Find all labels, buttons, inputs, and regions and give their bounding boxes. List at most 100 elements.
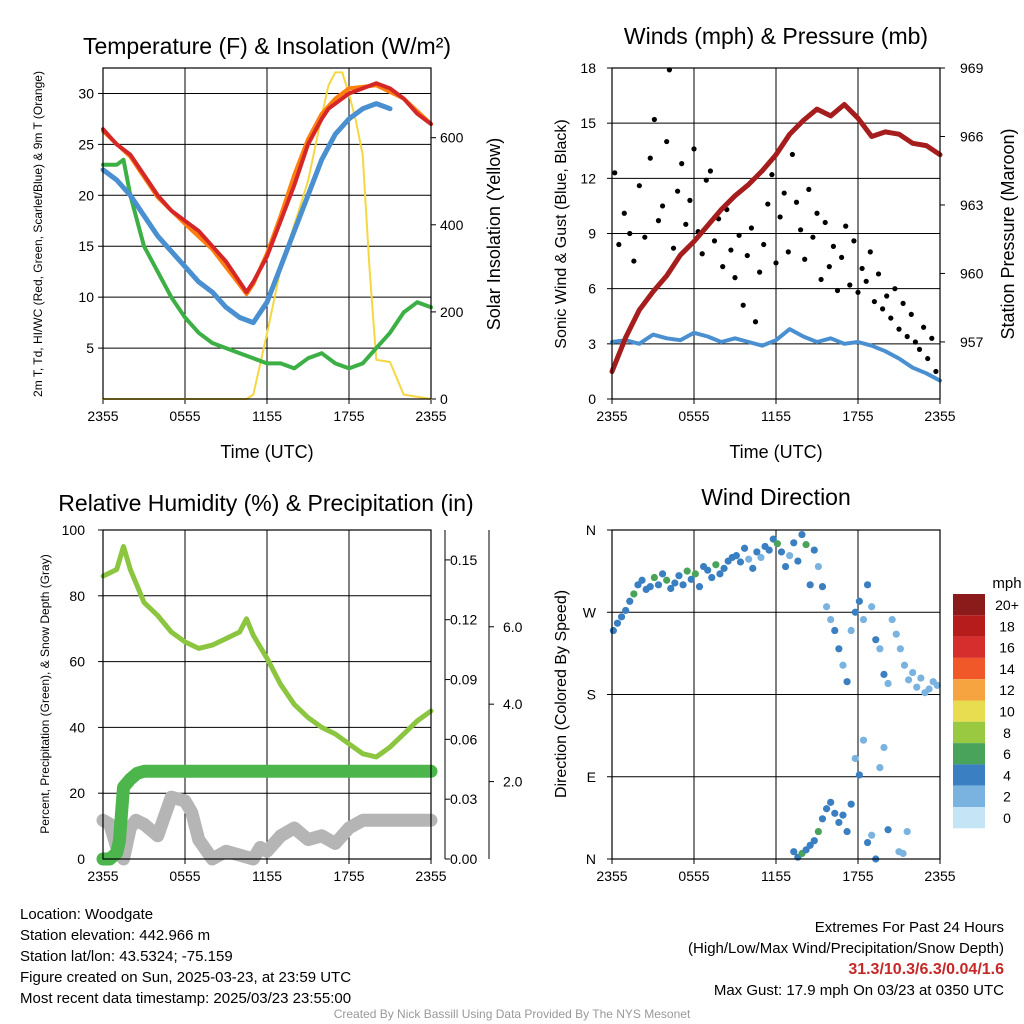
wind-gust-point <box>925 355 931 362</box>
rh-chart: Relative Humidity (%) & Precipitation (i… <box>38 490 523 884</box>
wind-ytick-label: 3 <box>588 336 596 352</box>
rh-plot-frame <box>102 529 432 860</box>
wdir-point <box>851 754 859 763</box>
temp-y2-axis-label: Solar Insolation (Yellow) <box>484 138 504 330</box>
temp-y2tick-label: 200 <box>440 304 464 320</box>
wind-gust-point <box>740 302 746 308</box>
wind-gust-point <box>843 223 849 229</box>
wdir-ytick-label: E <box>587 769 596 785</box>
wind-gust-point <box>670 245 677 251</box>
wind-y2tick-label: 966 <box>960 128 984 144</box>
created-text: Figure created on Sun, 2025-03-23, at 23… <box>20 969 352 986</box>
wind-gust-point <box>929 335 935 341</box>
rh-series-relative-humidity <box>100 544 434 760</box>
temp-y-axis-label: 2m T, Td, HI/WC (Red, Green, Scarlet/Blu… <box>31 71 45 397</box>
rh-y2tick-label: 0.03 <box>450 791 477 807</box>
wdir-point <box>868 831 876 839</box>
temp-series-td <box>101 157 433 371</box>
wdir-point <box>622 606 630 615</box>
wdir-point <box>872 636 880 644</box>
wdir-point <box>675 572 683 580</box>
wind-gust-point <box>621 210 627 216</box>
wdir-point <box>810 546 818 554</box>
temp-ytick-label: 25 <box>78 136 94 152</box>
temp-y2tick-label: 400 <box>440 217 464 233</box>
wdir-point <box>855 771 863 779</box>
wdir-point <box>663 576 671 584</box>
temp-ytick-label: 10 <box>78 289 94 305</box>
wdir-point <box>835 818 843 827</box>
wind-gust-point <box>744 252 750 259</box>
wdir-plot-frame <box>611 529 941 860</box>
wind-gust-point <box>896 326 902 332</box>
wdir-point <box>818 583 827 591</box>
wdir-point <box>913 683 921 691</box>
wdir-point <box>855 597 863 605</box>
wind-gust-point <box>664 138 670 145</box>
wdir-chart-title: Wind Direction <box>701 484 851 510</box>
extremes-title: Extremes For Past 24 Hours <box>814 919 1004 936</box>
wind-y2tick-label: 969 <box>960 60 984 76</box>
temp-xtick-label: 2355 <box>87 408 118 424</box>
extremes-subtitle: (High/Low/Max Wind/Precipitation/Snow De… <box>688 940 1004 957</box>
rh-y2tick-label: 0.06 <box>450 731 477 747</box>
wdir-point <box>646 583 654 591</box>
wdir-legend-swatch <box>953 679 985 701</box>
wind-gust-point <box>785 249 791 255</box>
wdir-point <box>863 838 872 847</box>
wdir-point <box>839 661 847 669</box>
temp-ytick-label: 5 <box>86 340 94 356</box>
wind-gust-point <box>720 264 726 270</box>
credit-text: Created By Nick Bassill Using Data Provi… <box>333 1007 691 1021</box>
wind-gust-point <box>798 227 804 233</box>
wdir-point <box>638 576 646 584</box>
rh-chart-title: Relative Humidity (%) & Precipitation (i… <box>58 490 473 516</box>
wind-plot-frame <box>611 67 941 400</box>
wdir-point <box>859 615 868 624</box>
wind-xtick-label: 2355 <box>596 408 627 424</box>
wdir-legend-swatch <box>953 764 985 786</box>
temp-x-axis-label: Time (UTC) <box>220 442 313 462</box>
rh-y2tick-label: 0.09 <box>450 672 477 688</box>
wind-gust-point <box>806 186 812 192</box>
rh-y3tick-label: 2.0 <box>503 774 523 790</box>
wdir-legend-swatch <box>953 657 985 680</box>
wind-y-axis-label: Sonic Wind & Gust (Blue, Black) <box>553 119 570 348</box>
wind-gust-point <box>732 275 738 281</box>
temperature-chart-title: Temperature (F) & Insolation (W/m²) <box>83 33 451 59</box>
rh-ytick-label: 40 <box>69 719 85 735</box>
wdir-xtick-label: 0555 <box>678 868 709 884</box>
wind-gust-point <box>687 197 693 203</box>
wdir-legend-label: 14 <box>999 661 1015 677</box>
rh-xtick-label: 1755 <box>333 868 364 884</box>
wind-xtick-label: 1155 <box>761 408 791 424</box>
wdir-point <box>695 583 704 591</box>
wdir-point <box>839 811 847 819</box>
rh-ytick-label: 0 <box>77 851 85 867</box>
wdir-point <box>851 608 859 616</box>
wind-ytick-label: 9 <box>588 226 596 242</box>
wdir-point <box>683 567 691 575</box>
wind-gust-point <box>655 218 662 224</box>
wind-gust-point <box>736 232 742 238</box>
recent-data-text: Most recent data timestamp: 2025/03/23 2… <box>20 990 352 1007</box>
wind-gust-point <box>691 146 697 152</box>
wind-x-axis-label: Time (UTC) <box>729 442 822 462</box>
max-gust-text: Max Gust: 17.9 mph On 03/23 at 0350 UTC <box>713 982 1004 999</box>
rh-ytick-label: 60 <box>69 654 85 670</box>
wdir-point <box>843 678 851 686</box>
wind-gust-point <box>711 238 718 244</box>
temp-xtick-label: 1755 <box>333 408 364 424</box>
wind-gust-point <box>818 276 824 283</box>
wind-gust-point <box>933 368 939 375</box>
temp-xtick-label: 0555 <box>169 408 200 424</box>
wind-gust-point <box>631 258 637 264</box>
temp-xtick-label: 1155 <box>252 408 282 424</box>
wdir-point <box>899 849 907 858</box>
wind-series-sonic-wind <box>610 327 942 383</box>
temp-ytick-label: 15 <box>78 238 94 254</box>
wdir-point <box>736 558 745 566</box>
wdir-point <box>880 670 888 678</box>
